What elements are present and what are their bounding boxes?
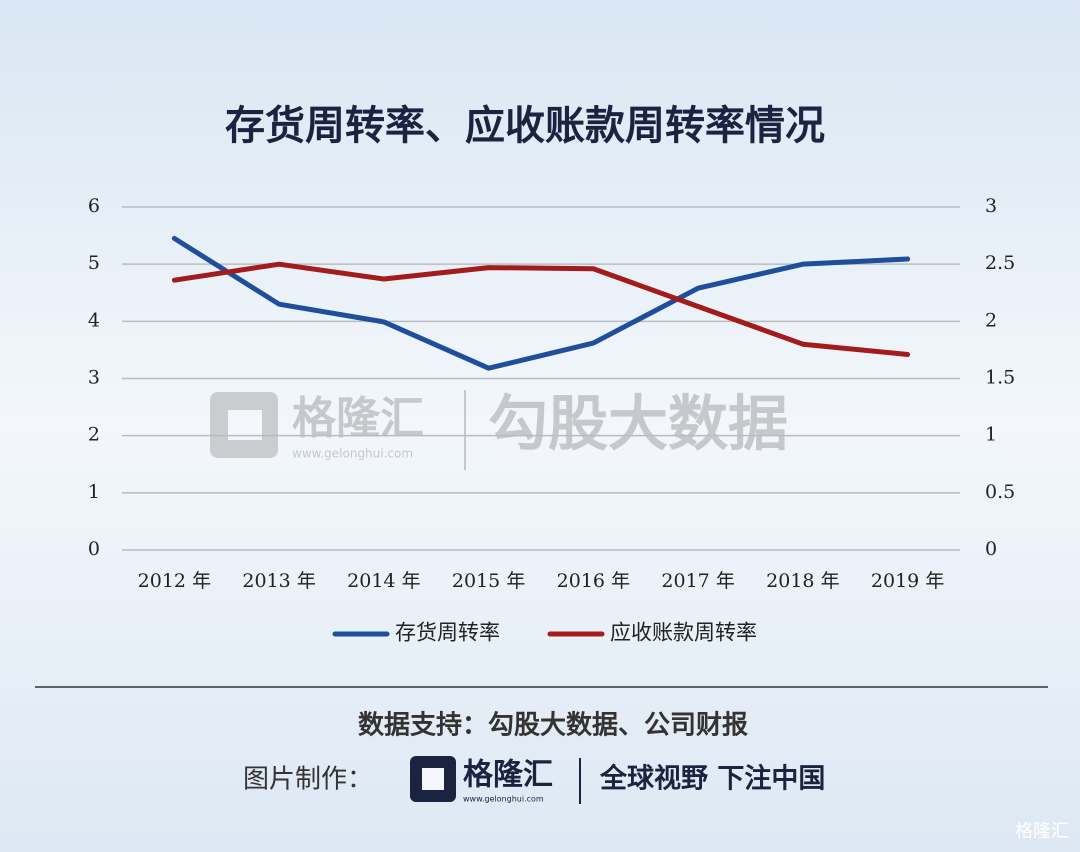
x-tick-label: 2019 年	[871, 570, 944, 592]
legend-label: 存货周转率	[395, 621, 500, 645]
legend-label: 应收账款周转率	[610, 621, 757, 645]
x-tick-label: 2018 年	[766, 570, 839, 592]
slogan: 全球视野 下注中国	[599, 763, 825, 795]
watermark: 格隆汇 www.gelonghui.com 勾股大数据	[210, 390, 788, 470]
y-tick-label: 5	[88, 252, 100, 274]
x-tick-label: 2015 年	[452, 570, 525, 592]
y-tick-label: 4	[88, 309, 100, 331]
y2-tick-label: 0.5	[985, 481, 1015, 503]
chart-title: 存货周转率、应收账款周转率情况	[225, 103, 825, 149]
watermark-product: 勾股大数据	[488, 390, 788, 460]
footer-url: www.gelonghui.com	[463, 795, 544, 804]
y-tick-label: 1	[88, 481, 100, 503]
y2-tick-label: 1.5	[985, 367, 1015, 389]
y2-tick-label: 2	[985, 309, 997, 331]
x-tick-label: 2014 年	[347, 570, 420, 592]
footer-logo-inner	[422, 768, 444, 790]
y2-tick-label: 0	[985, 538, 997, 560]
source-note: 数据支持：勾股大数据、公司财报	[358, 710, 748, 741]
series-line	[171, 235, 911, 371]
y-tick-label: 0	[88, 538, 100, 560]
corner-brand: 格隆汇	[1015, 821, 1069, 842]
y2-tick-label: 2.5	[985, 252, 1015, 274]
watermark-logo	[210, 392, 278, 458]
y-tick-label: 2	[88, 424, 100, 446]
y2-tick-label: 1	[985, 424, 997, 446]
series-line	[171, 261, 911, 357]
made-by: 图片制作：	[243, 765, 373, 795]
footer-brand: 格隆汇	[463, 758, 553, 793]
x-tick-label: 2013 年	[242, 570, 315, 592]
y-tick-label: 3	[88, 367, 100, 389]
x-tick-label: 2012 年	[138, 570, 211, 592]
watermark-url: www.gelonghui.com	[292, 447, 413, 461]
x-tick-label: 2016 年	[557, 570, 630, 592]
y-tick-label: 6	[88, 195, 100, 217]
x-tick-label: 2017 年	[661, 570, 734, 592]
y2-tick-label: 3	[985, 195, 997, 217]
